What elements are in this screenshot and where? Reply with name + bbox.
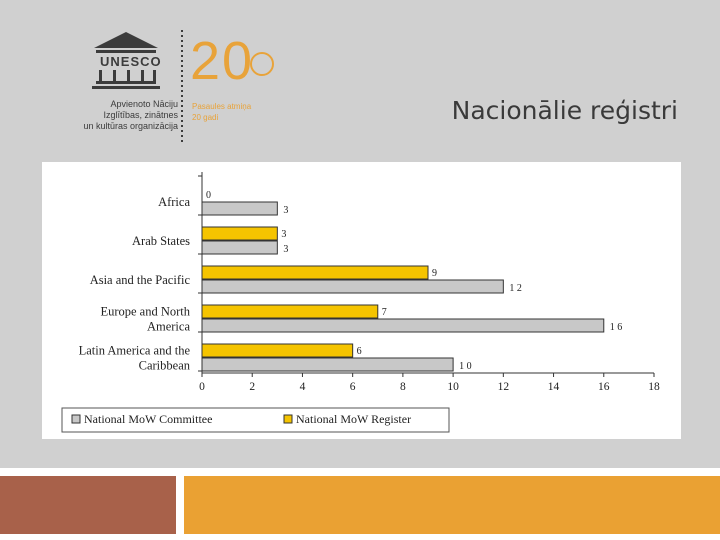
data-label-committee: 1 0 [459, 361, 472, 372]
x-tick-label: 18 [648, 381, 660, 393]
x-tick-label: 12 [498, 381, 510, 393]
data-label-register: 7 [382, 307, 387, 318]
category-label: Asia and the Pacific [90, 273, 191, 287]
footer-block-right [184, 476, 720, 534]
legend-label: National MoW Register [296, 412, 411, 426]
footer-block-left [0, 476, 176, 534]
category-label: Caribbean [139, 359, 191, 373]
org-name: Apvienoto Nāciju Izglītības, zinātnes un… [74, 99, 178, 139]
data-label-committee: 3 [283, 205, 288, 216]
legend-swatch [71, 414, 81, 424]
category-label: Africa [158, 195, 190, 209]
category-label: America [147, 320, 190, 334]
legend-label: National MoW Committee [84, 412, 212, 426]
unesco-temple-icon [92, 30, 274, 142]
anniversary-number: 20 [190, 31, 255, 91]
anniversary-line-2: 20 gadi [192, 113, 219, 122]
legend-box [61, 407, 450, 433]
anniversary-ring-icon [250, 52, 274, 76]
x-tick-label: 16 [598, 381, 610, 393]
x-tick-label: 2 [249, 381, 255, 393]
category-label: Arab States [132, 234, 190, 248]
bar-committee [201, 201, 278, 216]
unesco-acronym: UNESCO [100, 54, 162, 69]
x-tick-label: 6 [350, 381, 356, 393]
unesco-logo: UNESCO Apvienoto Nāciju Izglītības, zinā… [74, 26, 304, 146]
bar-committee [201, 279, 504, 294]
anniversary-line-1: Pasaules atmiņa [192, 102, 252, 111]
category-label: Latin America and the [79, 344, 191, 358]
slide-title: Nacionālie reģistri [451, 96, 678, 125]
data-label-register: 3 [281, 229, 286, 240]
legend-swatch [283, 414, 293, 424]
x-tick-label: 14 [548, 381, 560, 393]
bar-chart: 0 3 Africa 3 3 Arab States 9 1 2 Asia and the Pa… [61, 172, 660, 433]
data-label-register: 0 [206, 190, 211, 201]
bar-register [201, 304, 379, 319]
bar-register [201, 226, 278, 241]
x-tick-label: 8 [400, 381, 406, 393]
x-tick-label: 0 [199, 381, 205, 393]
data-label-committee: 1 2 [509, 283, 522, 294]
bar-register [201, 265, 429, 280]
org-line-1: Apvienoto Nāciju [110, 99, 178, 109]
x-tick-label: 4 [300, 381, 306, 393]
bar-committee [201, 240, 278, 255]
data-label-register: 9 [432, 268, 437, 279]
bar-committee [201, 357, 454, 372]
org-line-2: Izglītības, zinātnes [103, 110, 178, 120]
org-line-3: un kultūras organizācija [83, 121, 178, 131]
data-label-committee: 3 [283, 244, 288, 255]
category-label: Europe and North [100, 305, 190, 319]
data-label-committee: 1 6 [610, 322, 623, 333]
x-tick-label: 10 [447, 381, 459, 393]
bar-register [201, 343, 354, 358]
data-label-register: 6 [357, 346, 362, 357]
bar-committee [201, 318, 605, 333]
chart-panel: 0 3 Africa 3 3 Arab States 9 1 2 Asia and the Pa… [42, 162, 681, 439]
